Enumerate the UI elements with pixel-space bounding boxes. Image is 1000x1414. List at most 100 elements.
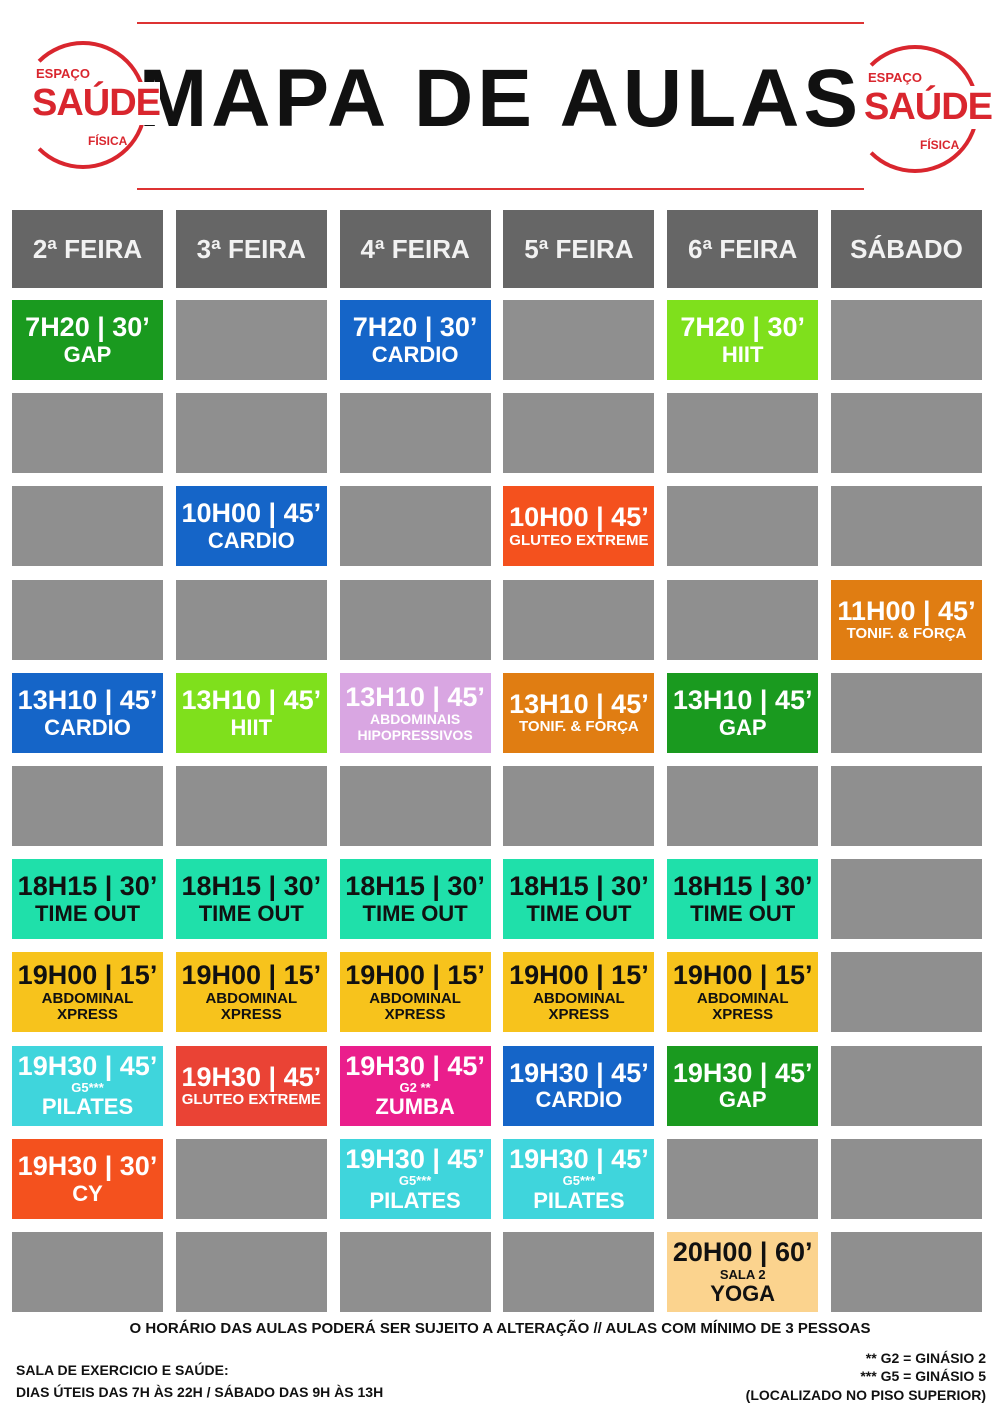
empty-cell <box>339 486 491 567</box>
day-header: 5ª FEIRA <box>503 210 655 288</box>
empty-cell <box>831 859 982 940</box>
empty-cell <box>831 672 982 753</box>
empty-cell <box>831 1232 982 1312</box>
class-name: TIME OUT <box>34 900 141 926</box>
class-name: PILATES <box>533 1187 625 1213</box>
empty-cell <box>12 579 163 660</box>
logo-bottom: FÍSICA <box>88 134 128 148</box>
class-time: 13H10 | 45’ <box>672 684 813 715</box>
class-name: TONIF. & FORÇA <box>846 625 967 643</box>
logo: ESPAÇO SAÚDE FÍSICA <box>14 36 161 176</box>
class-cell: 13H10 | 45’ CARDIO <box>12 672 163 753</box>
class-name: PILATES <box>369 1187 461 1213</box>
class-cell: 19H00 | 15’ ABDOMINAL XPRESS <box>667 952 819 1033</box>
logo-top: ESPAÇO <box>868 70 922 85</box>
class-name: ABDOMINAL XPRESS <box>41 989 134 1024</box>
class-time: 19H00 | 15’ <box>509 960 649 991</box>
class-name: TIME OUT <box>198 900 304 926</box>
class-time: 13H10 | 45’ <box>509 688 649 719</box>
class-cell: 7H20 | 30’ HIIT <box>667 300 819 380</box>
class-time: 10H00 | 45’ <box>509 502 649 533</box>
empty-cell <box>12 1232 163 1312</box>
empty-cell <box>12 393 163 474</box>
empty-cell <box>12 486 163 567</box>
room-title: SALA DE EXERCICIO E SAÚDE: <box>16 1362 229 1378</box>
empty-cell <box>503 393 655 474</box>
empty-cell <box>175 1232 327 1312</box>
class-cell: 10H00 | 45’ CARDIO <box>175 486 327 567</box>
class-note: G2 ** <box>399 1080 431 1096</box>
empty-cell <box>175 579 327 660</box>
day-header: 4ª FEIRA <box>339 210 491 288</box>
class-cell: 19H30 | 45’ CARDIO <box>503 1045 655 1126</box>
class-name: ABDOMINAL XPRESS <box>369 989 461 1024</box>
empty-cell <box>831 300 982 380</box>
day-header: 2ª FEIRA <box>12 210 163 288</box>
class-name: HIIT <box>230 714 273 740</box>
class-cell: 19H00 | 15’ ABDOMINAL XPRESS <box>175 952 327 1033</box>
class-cell: 19H30 | 45’ G5*** PILATES <box>339 1138 491 1219</box>
empty-cell <box>503 300 655 380</box>
class-name: GLUTEO EXTREME <box>181 1091 321 1109</box>
class-name: TONIF. & FORÇA <box>519 718 639 736</box>
class-time: 18H15 | 30’ <box>17 871 158 902</box>
empty-cell <box>667 766 819 846</box>
class-cell: 13H10 | 45’ HIIT <box>175 672 327 753</box>
class-note: SALA 2 <box>719 1266 766 1282</box>
class-cell: 7H20 | 30’ GAP <box>12 300 163 380</box>
empty-cell <box>175 300 327 380</box>
class-cell: 10H00 | 45’ GLUTEO EXTREME <box>503 486 655 567</box>
class-time: 19H30 | 45’ <box>345 1050 485 1081</box>
class-name: CY <box>72 1180 103 1206</box>
empty-cell <box>503 766 655 846</box>
class-cell: 19H30 | 45’ G5*** PILATES <box>503 1138 655 1219</box>
class-time: 11H00 | 45’ <box>837 595 976 626</box>
class-time: 10H00 | 45’ <box>181 498 322 529</box>
rule <box>137 188 864 190</box>
class-name: ABDOMINAL XPRESS <box>696 989 789 1024</box>
empty-cell <box>831 393 982 474</box>
class-cell: 19H30 | 45’ G5*** PILATES <box>12 1045 163 1126</box>
class-time: 18H15 | 30’ <box>181 871 322 902</box>
class-time: 13H10 | 45’ <box>345 681 485 712</box>
class-cell: 13H10 | 45’ ABDOMINAIS HIPOPRESSIVOS <box>339 672 491 753</box>
empty-cell <box>831 1138 982 1219</box>
empty-cell <box>831 1045 982 1126</box>
class-name: ABDOMINAL XPRESS <box>205 989 298 1024</box>
title: MAPA DE AULAS <box>138 53 863 144</box>
class-note: G5*** <box>71 1080 104 1096</box>
class-name: CARDIO <box>44 714 131 740</box>
class-name: YOGA <box>710 1280 776 1306</box>
class-cell: 18H15 | 30’ TIME OUT <box>503 859 655 940</box>
class-name: CARDIO <box>371 341 459 367</box>
class-cell: 11H00 | 45’ TONIF. & FORÇA <box>831 579 982 660</box>
class-time: 13H10 | 45’ <box>181 684 322 715</box>
class-time: 19H00 | 15’ <box>181 960 322 991</box>
class-time: 19H30 | 45’ <box>672 1057 813 1088</box>
class-name: TIME OUT <box>362 900 468 926</box>
class-time: 19H30 | 45’ <box>509 1057 649 1088</box>
class-time: 18H15 | 30’ <box>672 871 813 902</box>
class-time: 19H30 | 45’ <box>181 1061 322 1092</box>
logo-bottom: FÍSICA <box>920 138 960 152</box>
class-name: GAP <box>63 341 112 367</box>
empty-cell <box>503 1232 655 1312</box>
class-cell: 7H20 | 30’ CARDIO <box>339 300 491 380</box>
class-name: GAP <box>718 714 767 740</box>
class-name: HIIT <box>721 341 764 367</box>
class-time: 18H15 | 30’ <box>509 871 649 902</box>
empty-cell <box>667 1138 819 1219</box>
class-time: 13H10 | 45’ <box>17 684 158 715</box>
class-cell: 18H15 | 30’ TIME OUT <box>339 859 491 940</box>
class-time: 7H20 | 30’ <box>25 312 150 343</box>
empty-cell <box>175 766 327 846</box>
legend-1: ** G2 = GINÁSIO 2 <box>865 1350 986 1366</box>
legend-3: (LOCALIZADO NO PISO SUPERIOR) <box>745 1387 986 1403</box>
class-name: ABDOMINAIS HIPOPRESSIVOS <box>357 711 473 743</box>
class-name: PILATES <box>41 1094 134 1120</box>
day-header: 3ª FEIRA <box>175 210 327 288</box>
class-cell: 19H30 | 30’ CY <box>12 1138 163 1219</box>
class-name: CARDIO <box>207 528 295 554</box>
class-time: 19H00 | 15’ <box>672 960 813 991</box>
class-time: 7H20 | 30’ <box>680 312 805 343</box>
